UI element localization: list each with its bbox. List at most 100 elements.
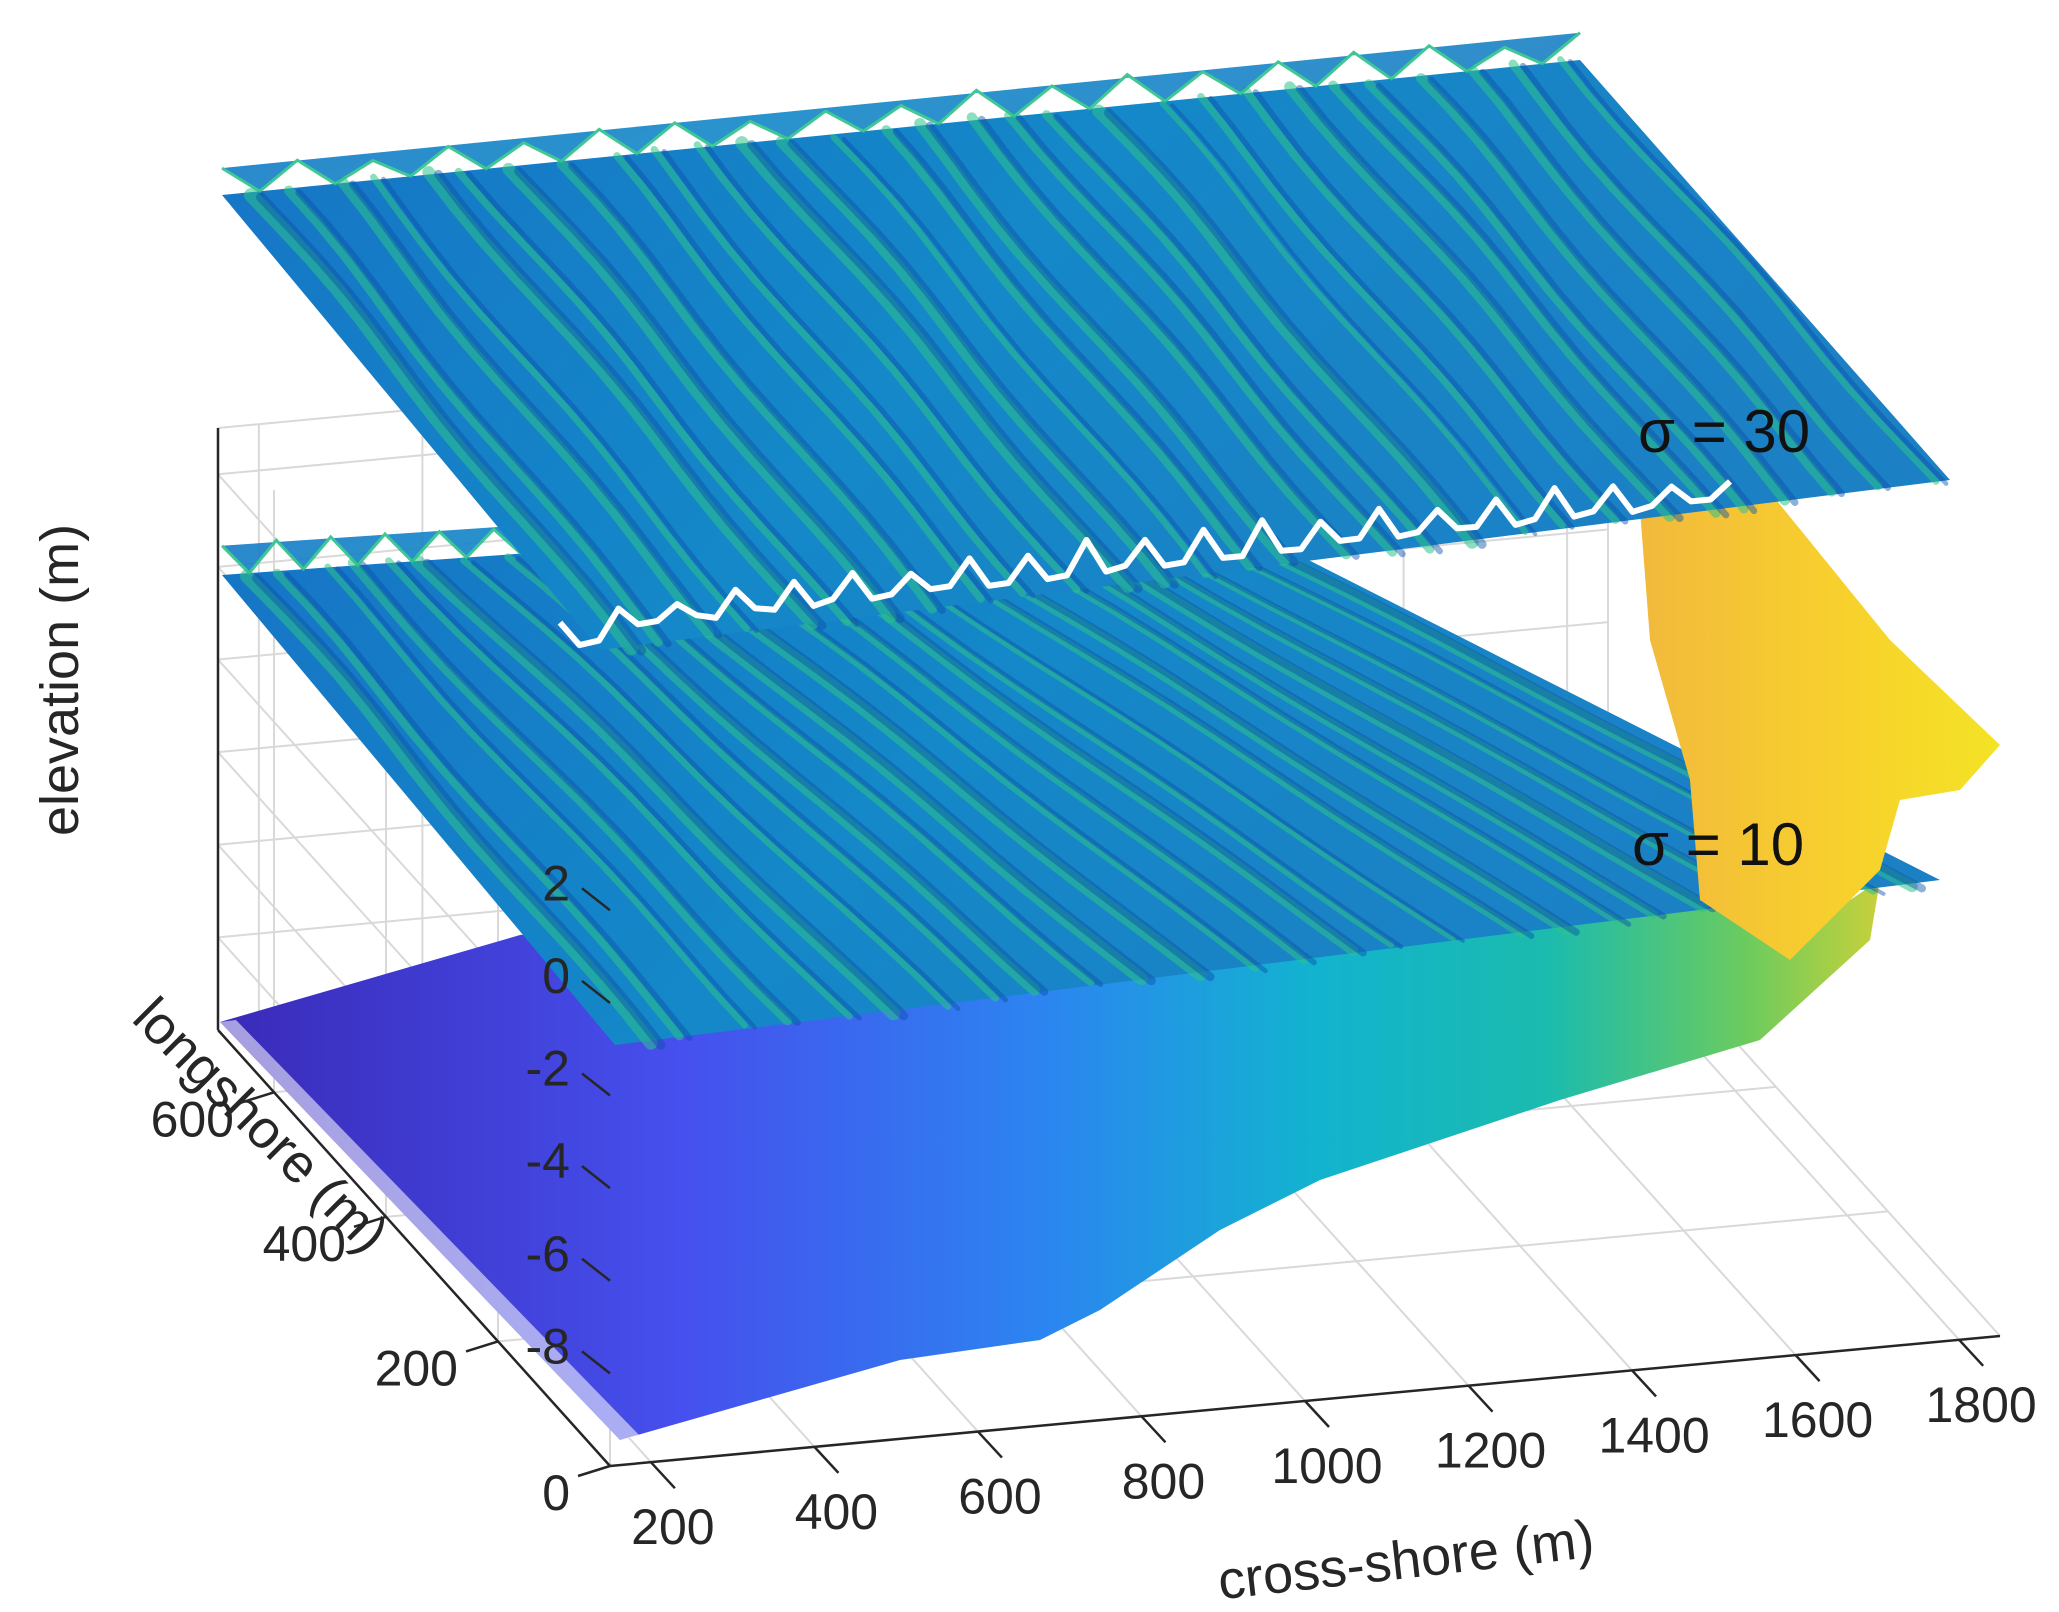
surface-sigma-30-trough [925,121,1299,567]
surface-sigma-10-trough [359,561,801,1026]
surface-sigma-30-crest [221,31,1581,194]
surface-sigma-30-ridge [502,162,897,623]
y-axis-line [217,1029,611,1467]
surface-sigma-10-trough [1003,520,1667,920]
surface-sigma-30-trough [1427,76,1799,506]
surface-sigma-10-trough [969,524,1632,927]
surface-sigma-30-ridge [1284,81,1676,522]
y-tick-label: 200 [375,1340,458,1396]
surface-sigma-30-trough [978,115,1360,560]
surface-sigma-30-trough [787,139,1179,589]
surface-sigma-10-trough [470,560,961,1012]
z-tick-label: 2 [542,855,570,911]
z-tick-label: -6 [526,1226,570,1282]
surface-sigma-30-trough [1568,59,1949,486]
surface-sigma-30-ridge [454,167,851,627]
surface-sigma-10-ridge [240,569,658,1050]
surface-sigma-30-ridge [337,176,715,639]
surface-sigma-30-trough [568,162,946,615]
surface-sigma-30-ridge [1415,73,1791,506]
surface-sigma-10-ridge [459,557,952,1011]
surface-sigma-30-trough [348,180,723,639]
x-tick-label: 1600 [1762,1392,1873,1448]
x-tick-label: 1800 [1926,1377,2037,1433]
surface-sigma-30-trough [1479,68,1846,498]
beach-surface [1640,480,2000,960]
surface-sigma-10-ridge [385,557,853,1020]
surface-sigma-30-trough [1103,108,1487,549]
contour-line [557,479,1733,649]
axes [216,428,2001,1490]
surface-sigma-30-ridge [881,125,1255,571]
z-tick [581,1257,611,1282]
z-tick [581,979,611,1004]
y-tick [241,1091,275,1104]
y-tick [353,1215,387,1229]
annotation-sigma-30: σ = 30 [1638,398,1810,465]
x-tick [1140,1415,1167,1444]
surface-sigma-30-trough [841,137,1218,580]
z-tick [581,887,611,912]
beach-fill [1640,480,2000,960]
surface-sigma-30-trough [747,140,1143,593]
surface-sigma-30-ridge [1197,92,1566,529]
surface-sigma-30-ridge [1328,80,1721,518]
surface-sigma-30-trough [624,155,994,604]
surface-sigma-30-ridge [735,136,1135,593]
surface-sigma-30-ridge [243,188,639,656]
shoreline-contour [557,479,1733,649]
x-tick-label: 600 [958,1469,1041,1525]
z-tick [581,1165,611,1190]
surface-sigma-10-ridge [410,554,901,1021]
surface-sigma-30-ridge [650,145,1027,597]
surface-sigma-30-trough [1053,113,1443,555]
surface-sigma-30-trough [1519,62,1891,491]
surface-sigma-30-trough [465,171,860,627]
surface-sigma-30-trough [256,192,647,656]
x-tick-label: 400 [795,1484,878,1540]
surface-sigma-10-trough [252,573,666,1050]
surface-sigma-10-trough [921,525,1580,936]
surface-sigma-30-ridge [1042,110,1435,554]
z-axis-title: elevation (m) [30,524,90,836]
surface-sigma-10-trough [422,558,909,1021]
surface-sigma-30-ridge [1557,56,1940,485]
surface-sigma-30-trough [514,166,905,623]
surface-sigma-30 [221,31,1950,656]
surface-sigma-30-ridge [1467,65,1837,497]
x-tick [977,1430,1003,1459]
surface-sigma-30-trough [1295,84,1684,523]
x-tick [1794,1354,1821,1382]
surface-sigma-30-ridge [1004,110,1398,557]
y-tick [465,1340,499,1353]
surface-sigma-30-trough [1170,103,1538,537]
surface-sigma-30-trough [1252,89,1629,525]
y-tick-label: 600 [151,1091,234,1147]
x-tick [649,1461,676,1490]
z-tick [581,1350,611,1375]
surface-sigma-30-ridge [370,173,750,632]
surface-sigma-10-ridge [324,563,748,1029]
surface-sigma-10-trough [335,566,757,1030]
z-tick-label: -8 [526,1318,570,1374]
surface-sigma-30-trough [892,128,1263,572]
surface-sigma-30-trough [295,189,672,648]
x-tick-label: 200 [631,1499,714,1555]
x-tick-label: 1400 [1598,1407,1709,1463]
x-tick [1467,1384,1494,1413]
surface-sigma-30-trough [1208,96,1575,530]
x-tick [1631,1369,1657,1398]
surface-sigma-30-trough [704,144,1090,594]
surface-sigma-10-ridge [1062,507,1762,905]
z-tick [581,1072,611,1097]
tick-labels: 2 0 -2 -4 -6 -8 200 400 600 800 1000 1200 1400 1600 18… [151,855,2037,1555]
surface-sigma-30-trough [1339,83,1730,519]
surface-sigma-30-ridge [966,112,1352,560]
surface-sigma-10-ridge [1093,507,1814,901]
surface-sigma-10-ridge [272,568,684,1041]
x-tick [1304,1400,1330,1428]
surface-sigma-10-trough [1073,510,1771,906]
annotation-sigma-10: σ = 10 [1632,811,1804,878]
